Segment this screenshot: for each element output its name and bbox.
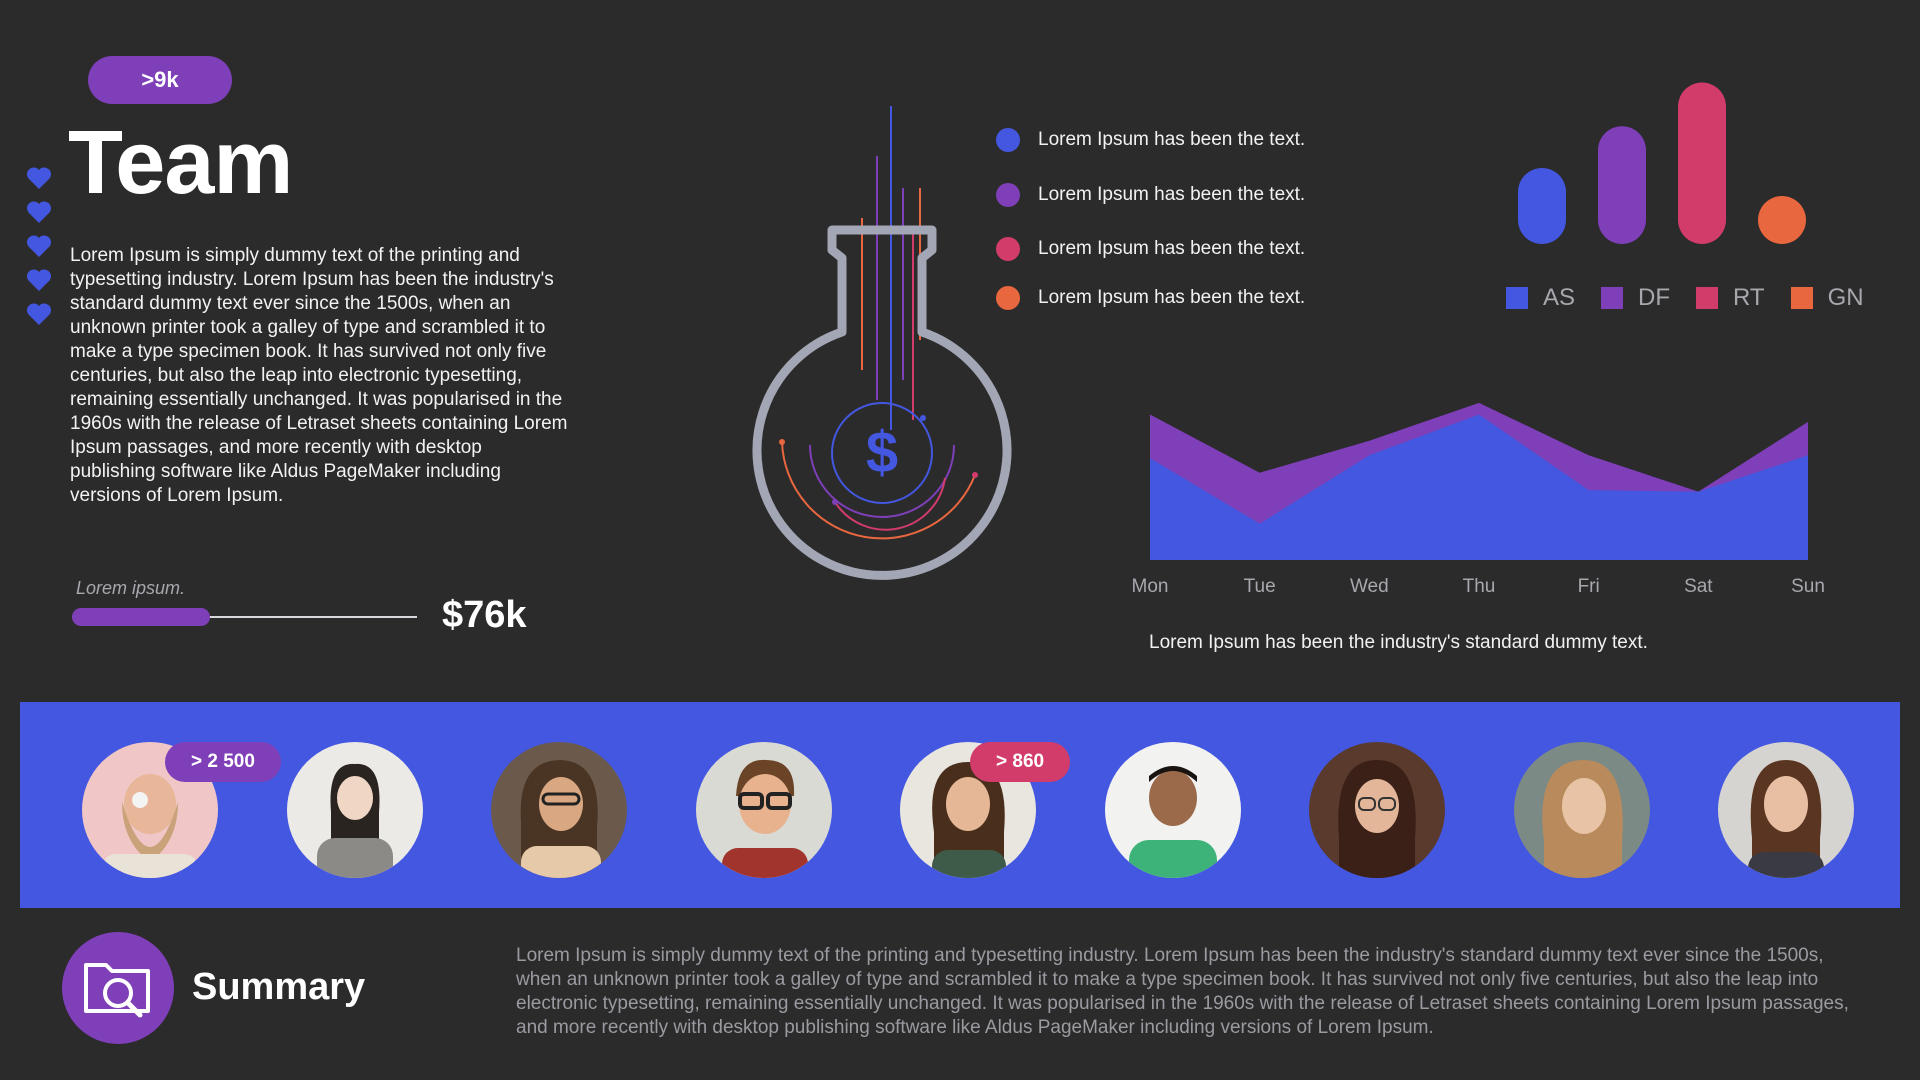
avatar[interactable] (1514, 742, 1650, 878)
avatar[interactable] (696, 742, 832, 878)
legend-dot (996, 183, 1020, 207)
bar-RT (1678, 82, 1726, 244)
avatar[interactable] (287, 742, 423, 878)
flask-ring-mid (809, 444, 955, 518)
legend-label: DF (1638, 284, 1671, 311)
heart-icon (26, 201, 52, 223)
legend-item: Lorem Ipsum has been the text. (996, 286, 1305, 310)
heart-icon (26, 303, 52, 325)
legend-text: Lorem Ipsum has been the text. (1038, 129, 1306, 150)
area-chart: Mon Tue Wed Thu Fri Sat Sun (1132, 402, 1825, 597)
x-tick-label: Thu (1463, 576, 1496, 597)
progress-track (72, 616, 417, 618)
legend-item: Lorem Ipsum has been the text. (996, 183, 1305, 207)
legend-item-GN: GN (1790, 284, 1864, 312)
legend-item-AS: AS (1506, 284, 1575, 312)
area-chart-caption: Lorem Ipsum has been the industry's stan… (1149, 632, 1648, 653)
flask-illustration: $ (752, 106, 1012, 580)
legend-label: GN (1827, 284, 1864, 311)
intro-paragraph: Lorem Ipsum is simply dummy text of the … (70, 245, 568, 506)
legend-swatch (1601, 287, 1624, 309)
progress-value: $76k (442, 594, 527, 636)
bar-GN (1758, 196, 1806, 244)
avatar[interactable] (1309, 742, 1445, 878)
legend-text: Lorem Ipsum has been the text. (1038, 287, 1306, 308)
x-tick-label: Fri (1578, 576, 1600, 597)
x-tick-label: Mon (1132, 576, 1169, 597)
area-series-front (1150, 414, 1808, 560)
count-badge: >9k (88, 56, 232, 104)
legend-swatch (1696, 287, 1719, 309)
heart-icon (26, 269, 52, 291)
avatar[interactable] (491, 742, 627, 878)
flask-ring-pink (834, 477, 946, 531)
bar-DF (1598, 126, 1646, 244)
summary-icon-button[interactable] (62, 932, 174, 1044)
flask-ring-outer (781, 441, 976, 540)
page-title: Team (68, 113, 293, 213)
avatar[interactable] (1718, 742, 1854, 878)
legend-item: Lorem Ipsum has been the text. (996, 237, 1305, 261)
legend-item: Lorem Ipsum has been the text. (996, 128, 1305, 152)
legend-dot (996, 286, 1020, 310)
legend-text: Lorem Ipsum has been the text. (1038, 184, 1306, 205)
progress-label: Lorem ipsum. (76, 578, 186, 598)
pill-chart-legend: AS DF RT GN (1506, 284, 1890, 312)
pill-bar-chart (1518, 82, 1806, 244)
x-tick-label: Wed (1350, 576, 1389, 597)
flask-outline (752, 225, 1012, 580)
avatar[interactable] (1105, 742, 1241, 878)
flask-ring-inner (831, 402, 933, 504)
legend-dot (996, 237, 1020, 261)
people-count-badge: > 860 (970, 742, 1071, 782)
legend-swatch (1790, 287, 1813, 309)
x-tick-label: Sat (1684, 576, 1713, 597)
legend-item-RT: RT (1696, 284, 1765, 312)
summary-title: Summary (192, 966, 366, 1008)
legend-item-DF: DF (1601, 284, 1670, 312)
heart-icon (26, 167, 52, 189)
legend-swatch (1506, 287, 1528, 309)
summary-paragraph: Lorem Ipsum is simply dummy text of the … (516, 945, 1849, 1038)
progress-fill (72, 608, 210, 626)
people-count-badge: > 2 500 (165, 742, 281, 782)
legend-text: Lorem Ipsum has been the text. (1038, 238, 1306, 259)
hearts-column (26, 166, 52, 336)
folder-search-icon (84, 963, 150, 1018)
heart-icon (26, 235, 52, 257)
legend-dot (996, 128, 1020, 152)
x-tick-label: Tue (1244, 576, 1276, 597)
bar-AS (1518, 168, 1566, 244)
legend-label: AS (1543, 284, 1576, 311)
x-tick-label: Sun (1791, 576, 1825, 597)
dollar-icon: $ (866, 420, 898, 485)
legend-label: RT (1733, 284, 1765, 311)
